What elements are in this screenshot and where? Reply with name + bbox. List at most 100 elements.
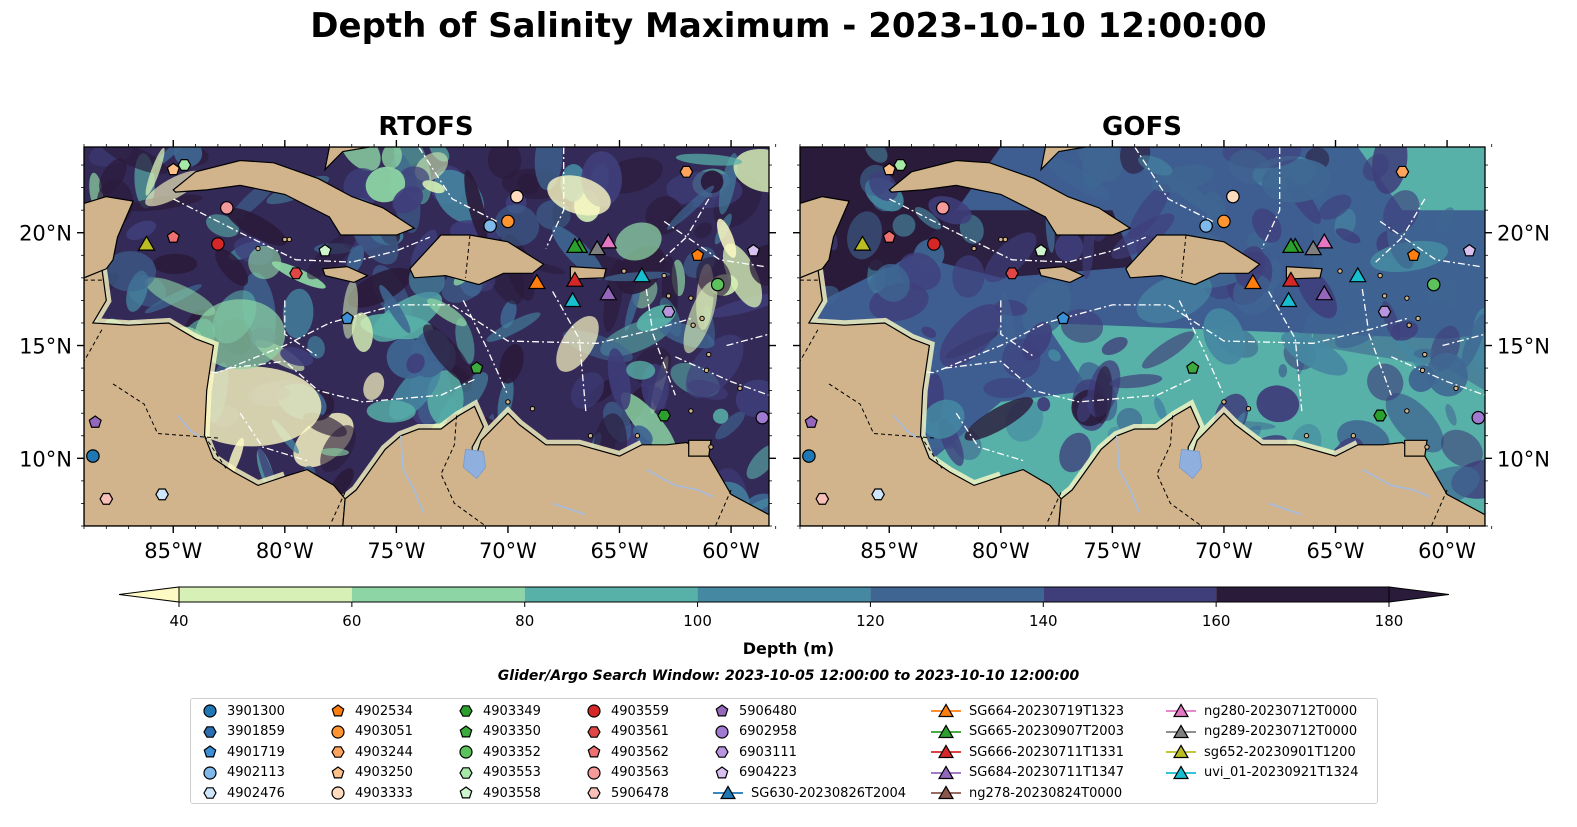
country-border bbox=[1156, 415, 1202, 526]
legend-marker bbox=[459, 786, 473, 799]
eez-boundary bbox=[1261, 147, 1281, 249]
salinity-patch bbox=[144, 277, 216, 316]
legend-label: 6902958 bbox=[739, 724, 797, 740]
legend-marker bbox=[719, 785, 737, 800]
salinity-patch bbox=[1335, 228, 1361, 244]
salinity-patch bbox=[666, 185, 715, 230]
salinity-patch bbox=[700, 170, 724, 194]
legend-entry: ng278-20230824T0000 bbox=[931, 783, 1124, 804]
island bbox=[665, 293, 672, 299]
legend-entry: 4903561 bbox=[585, 722, 669, 743]
land-southAmerica bbox=[1058, 405, 1485, 526]
salinity-patch bbox=[547, 175, 611, 216]
legend-argo-icon bbox=[331, 766, 345, 779]
legend-entry: 4903250 bbox=[329, 763, 413, 784]
salinity-patch bbox=[1335, 310, 1389, 349]
legend-label: ng289-20230712T0000 bbox=[1204, 724, 1358, 740]
legend-label: 4902113 bbox=[227, 765, 285, 781]
legend-marker bbox=[1172, 764, 1190, 779]
legend-label: 3901859 bbox=[227, 724, 285, 740]
salinity-patch bbox=[1297, 267, 1337, 319]
legend-entry: 4903051 bbox=[329, 722, 413, 743]
glider-marker-uvi_01-20230921T1324 bbox=[632, 266, 651, 283]
legend-argo-icon bbox=[203, 704, 217, 718]
legend-label: 6904223 bbox=[739, 765, 797, 781]
argo-marker-4902534 bbox=[1406, 248, 1421, 261]
island bbox=[1453, 385, 1459, 392]
island bbox=[737, 385, 743, 392]
argo-marker-4903553 bbox=[893, 159, 908, 171]
glider-marker-SG666-20230711T1331 bbox=[1281, 271, 1300, 287]
eez-boundary bbox=[239, 412, 308, 462]
legend-label: 4903244 bbox=[355, 744, 413, 760]
glider-marker-SG684-20230711T1347 bbox=[599, 284, 618, 301]
salinity-patch bbox=[1385, 392, 1444, 453]
salinity-patch bbox=[280, 347, 314, 367]
river bbox=[893, 414, 919, 439]
lon-tick-label: 85°W bbox=[860, 539, 918, 563]
eez-boundary bbox=[1000, 300, 1035, 358]
salinity-patch bbox=[1426, 352, 1468, 397]
legend-column: 5906480 6902958 6903111 6904223 SG630-202308… bbox=[713, 701, 906, 804]
island bbox=[634, 433, 641, 439]
salinity-patch bbox=[381, 147, 402, 169]
legend-marker bbox=[587, 766, 601, 780]
lon-tick-label: 60°W bbox=[1418, 539, 1476, 563]
salinity-patch bbox=[342, 280, 359, 339]
land-hispaniola bbox=[409, 234, 545, 286]
argo-marker-4902113 bbox=[1199, 219, 1213, 233]
argo-marker-6902958 bbox=[755, 410, 769, 425]
island bbox=[621, 268, 627, 274]
legend-label: 4903051 bbox=[355, 724, 413, 740]
legend-entry: 4903350 bbox=[457, 722, 541, 743]
argo-marker-6902958 bbox=[1471, 410, 1485, 425]
island bbox=[1350, 433, 1357, 439]
salinity-patch bbox=[952, 255, 985, 298]
legend-label: sg652-20230901T1200 bbox=[1204, 744, 1356, 760]
salinity-patch bbox=[1078, 147, 1123, 182]
salinity-patch bbox=[282, 288, 314, 339]
salinity-patch bbox=[152, 253, 198, 274]
legend-glider-icon bbox=[931, 785, 961, 800]
country-border bbox=[873, 433, 934, 439]
colorbar-under-arrow bbox=[118, 586, 180, 603]
legend-entry: 4903553 bbox=[457, 763, 541, 784]
eez-boundary bbox=[889, 198, 1147, 263]
legend-entry: 4903244 bbox=[329, 742, 413, 763]
legend-argo-icon bbox=[715, 746, 729, 759]
salinity-patch bbox=[410, 229, 438, 270]
legend-argo-icon bbox=[587, 745, 601, 758]
salinity-patch bbox=[1318, 194, 1352, 220]
legend-label: SG664-20230719T1323 bbox=[969, 703, 1125, 719]
eez-boundary bbox=[866, 304, 1408, 374]
legend-argo-icon bbox=[203, 766, 217, 780]
eez-boundary bbox=[1391, 356, 1485, 396]
lon-tick-label: 70°W bbox=[479, 539, 537, 563]
salinity-patch bbox=[615, 222, 662, 261]
argo-marker-5906478 bbox=[99, 492, 114, 505]
legend-marker bbox=[459, 766, 473, 779]
legend-argo-icon bbox=[587, 725, 601, 738]
legend-marker bbox=[587, 704, 601, 718]
legend-marker bbox=[937, 785, 955, 800]
colorbar-bin bbox=[1043, 587, 1217, 602]
lat-tick-label: 15°N bbox=[19, 335, 72, 359]
island bbox=[529, 405, 536, 412]
salinity-patch bbox=[1059, 432, 1091, 473]
glider-marker-sg652-20230901T1200 bbox=[137, 235, 156, 251]
legend-marker bbox=[459, 705, 473, 718]
legend-label: uvi_01-20230921T1324 bbox=[1204, 765, 1359, 781]
gofs-map bbox=[800, 147, 1485, 526]
lon-tick-label: 65°W bbox=[591, 539, 649, 563]
argo-marker-4903350 bbox=[1186, 361, 1200, 374]
axis-ticks: 85°W 80°W 75°W 70°W 65°W 60°W 20°N 15°N 10°N bbox=[19, 140, 777, 563]
eez-boundary bbox=[150, 304, 692, 374]
island bbox=[1406, 322, 1412, 328]
lat-tick-label: 20°N bbox=[19, 222, 72, 246]
colorbar-tick-label: 120 bbox=[856, 612, 885, 630]
eez-boundary bbox=[1268, 291, 1303, 414]
colorbar-tick-label: 60 bbox=[342, 612, 361, 630]
argo-marker-6904223 bbox=[746, 243, 761, 257]
panel-frame bbox=[83, 146, 770, 527]
land-bahamasA bbox=[324, 147, 370, 172]
